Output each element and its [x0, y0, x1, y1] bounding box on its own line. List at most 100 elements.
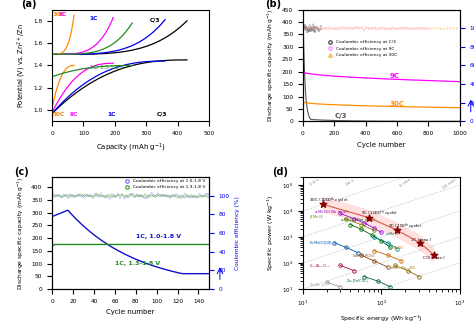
X-axis label: Cycle number: Cycle number	[357, 142, 406, 148]
Point	[309, 26, 316, 31]
Point	[101, 195, 109, 200]
Text: 1C (max.): 1C (max.)	[411, 238, 431, 242]
Point	[74, 193, 82, 198]
Point	[317, 24, 325, 29]
Point	[204, 195, 212, 200]
Point	[81, 193, 88, 198]
Point	[309, 26, 316, 31]
Point	[106, 196, 113, 201]
Point	[166, 195, 174, 200]
Point	[162, 193, 170, 198]
Point	[83, 193, 91, 198]
Point	[200, 193, 208, 198]
Point	[312, 25, 320, 30]
Point	[305, 28, 313, 33]
Point	[303, 29, 311, 34]
Point	[112, 194, 120, 199]
Point	[200, 194, 208, 199]
Polygon shape	[323, 196, 434, 263]
Point	[300, 25, 307, 30]
Point	[54, 193, 61, 198]
Point	[133, 193, 141, 198]
Point	[306, 26, 314, 31]
Point	[185, 194, 193, 199]
Point	[64, 195, 72, 200]
Point	[311, 29, 319, 34]
Point	[301, 23, 309, 28]
Point	[310, 26, 317, 31]
Point	[391, 25, 399, 30]
Point	[308, 25, 315, 30]
Point	[343, 26, 351, 31]
Point	[194, 194, 201, 199]
Text: 1C: 1C	[90, 16, 98, 21]
Point	[304, 28, 312, 33]
Y-axis label: Specific power (W kg$^{-1}$): Specific power (W kg$^{-1}$)	[266, 195, 276, 271]
Point	[307, 28, 314, 33]
Point	[359, 26, 366, 31]
Point	[353, 25, 360, 30]
Point	[389, 25, 396, 30]
Point	[315, 26, 323, 31]
Point	[191, 194, 199, 199]
Text: 9C: 9C	[58, 12, 67, 17]
Point	[309, 26, 316, 31]
Point	[403, 25, 410, 30]
Point	[64, 193, 72, 198]
Point	[164, 194, 172, 199]
Point	[422, 25, 429, 30]
Point	[354, 24, 361, 30]
Point	[120, 194, 128, 199]
Text: C/3 (max.): C/3 (max.)	[423, 256, 445, 260]
Point	[303, 25, 310, 30]
Point	[311, 25, 319, 30]
Y-axis label: Discharge specific capacity (mAh g$^{-1}$): Discharge specific capacity (mAh g$^{-1}…	[266, 9, 276, 122]
Point	[89, 194, 97, 199]
Point	[70, 194, 78, 199]
Point	[349, 26, 356, 31]
Point	[424, 26, 432, 31]
Point	[173, 192, 180, 197]
Point	[196, 192, 203, 197]
Point	[365, 26, 373, 31]
Point	[152, 194, 159, 199]
Point	[351, 25, 359, 30]
Point	[340, 26, 348, 31]
Point	[311, 25, 319, 30]
Point	[95, 193, 103, 198]
Point	[190, 195, 197, 200]
Point	[415, 25, 422, 30]
Point	[131, 194, 138, 199]
Point	[187, 193, 195, 198]
Text: $\beta$-MnO$_2$: $\beta$-MnO$_2$	[309, 213, 325, 221]
Point	[310, 28, 317, 33]
Point	[301, 23, 308, 28]
Text: 30C: 30C	[53, 112, 65, 117]
Text: 3C (100$^{th}$ cycle): 3C (100$^{th}$ cycle)	[388, 222, 422, 232]
Point	[453, 26, 461, 31]
Point	[198, 194, 205, 199]
Point	[313, 26, 321, 31]
Point	[306, 26, 313, 31]
Point	[156, 193, 164, 198]
Point	[400, 26, 407, 31]
Point	[310, 25, 318, 30]
Text: 1C, 1.3-1.8 V: 1C, 1.3-1.8 V	[115, 261, 160, 266]
Text: Na$_3$V$_2$(PO$_4$)$_3$: Na$_3$V$_2$(PO$_4$)$_3$	[352, 252, 376, 260]
Point	[409, 26, 417, 31]
Point	[68, 193, 76, 198]
Point	[100, 193, 107, 198]
Point	[179, 194, 187, 199]
Point	[169, 193, 176, 198]
Point	[123, 194, 130, 199]
Point	[306, 26, 314, 31]
Point	[377, 25, 384, 30]
Point	[81, 195, 88, 200]
Point	[334, 25, 341, 30]
Point	[393, 26, 401, 31]
Point	[356, 25, 364, 30]
Point	[401, 25, 408, 30]
Point	[110, 193, 118, 198]
Point	[166, 194, 174, 199]
Text: Zn$_x$Mn$_y$O$_z$: Zn$_x$Mn$_y$O$_z$	[309, 281, 328, 288]
